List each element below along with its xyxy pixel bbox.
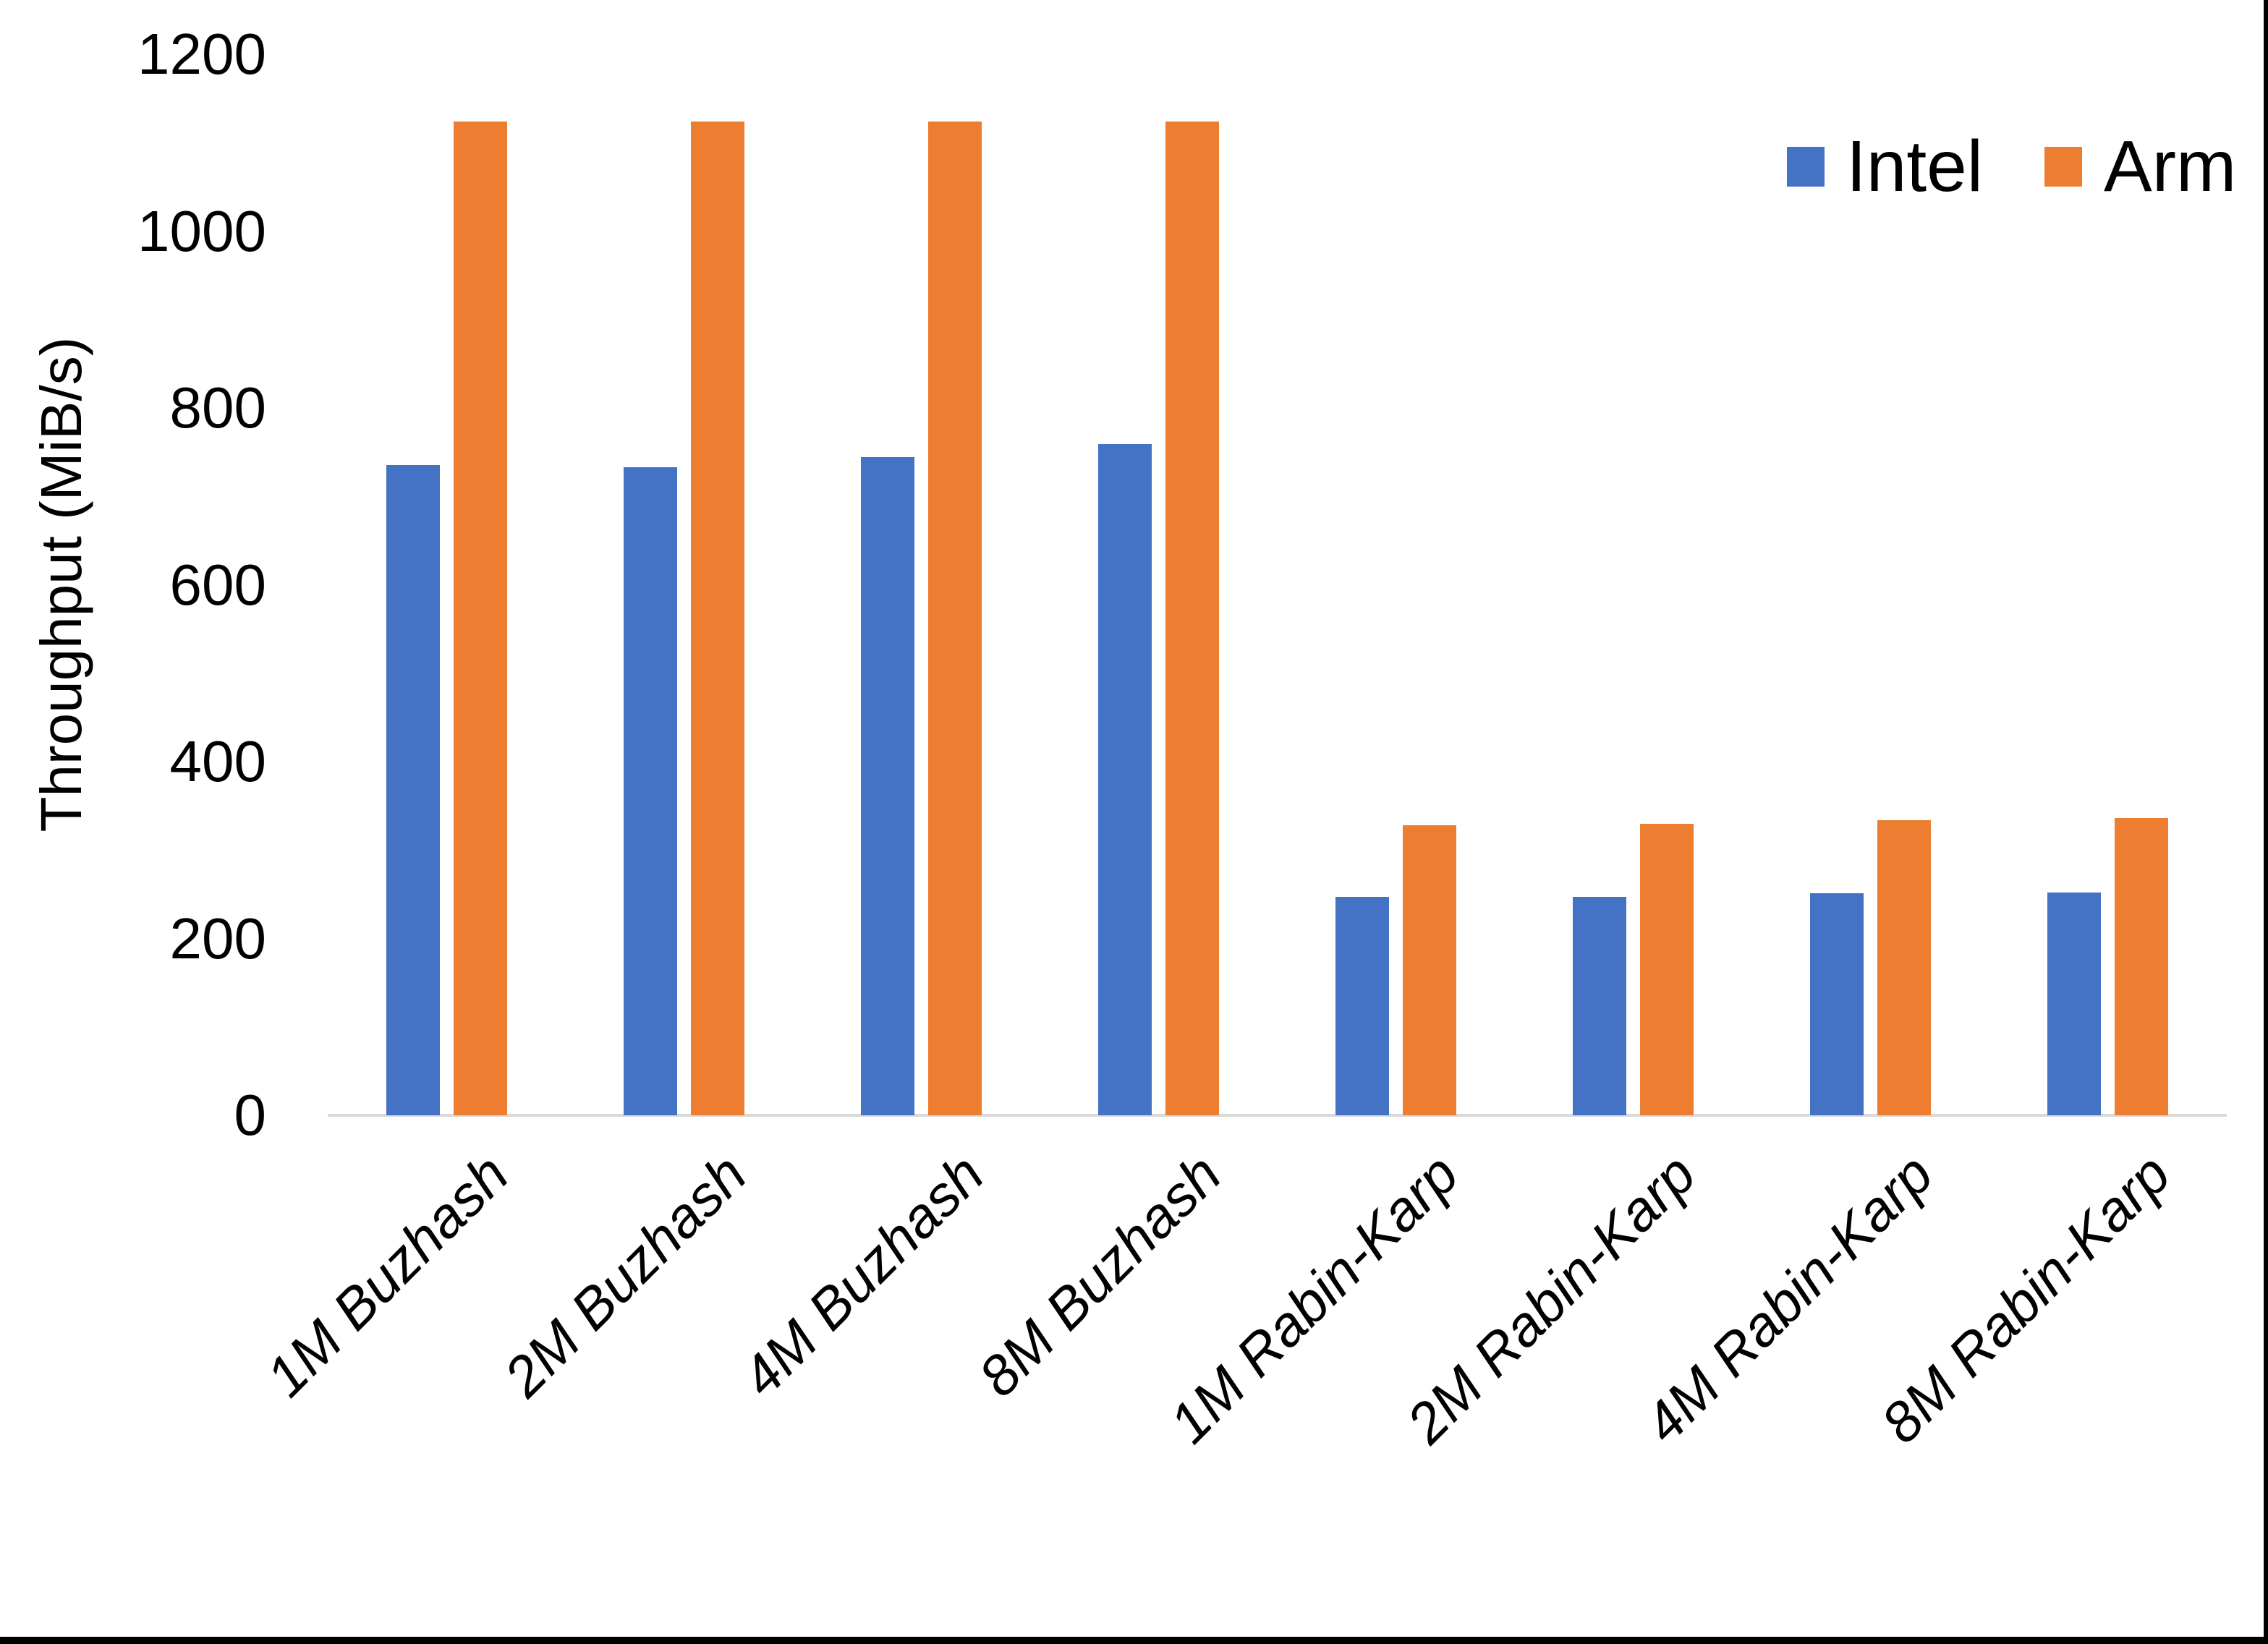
- legend-swatch-intel: [1787, 146, 1825, 187]
- legend-item-arm: Arm: [2044, 130, 2236, 203]
- bar-intel-1: [386, 465, 440, 1115]
- bar-intel-5: [1335, 897, 1390, 1115]
- y-tick-label: 800: [169, 375, 266, 440]
- bar-arm-6: [1640, 823, 1694, 1115]
- plot-area: [328, 54, 2227, 1115]
- y-tick-label: 400: [169, 729, 266, 793]
- y-tick-label: 1000: [137, 198, 266, 263]
- bar-arm-3: [927, 121, 982, 1115]
- bar-arm-2: [690, 121, 744, 1115]
- x-tick-label: 1M Buzhash: [254, 1141, 521, 1409]
- y-tick-label: 200: [169, 906, 266, 971]
- bar-intel-8: [2047, 892, 2102, 1115]
- y-tick-label: 600: [169, 552, 266, 617]
- bar-arm-5: [1403, 825, 1457, 1115]
- legend-swatch-arm: [2044, 146, 2083, 187]
- x-tick-label: 4M Buzhash: [729, 1141, 996, 1409]
- bar-arm-4: [1165, 121, 1219, 1115]
- bar-intel-4: [1097, 444, 1152, 1115]
- bar-arm-7: [1877, 819, 1932, 1115]
- legend-label: Intel: [1846, 126, 1984, 207]
- x-axis-line: [328, 1114, 2227, 1117]
- bar-intel-7: [1810, 893, 1864, 1115]
- x-tick-label: 8M Buzhash: [966, 1141, 1233, 1409]
- legend-item-intel: Intel: [1787, 130, 1983, 203]
- y-tick-label: 1200: [137, 22, 266, 86]
- bar-arm-8: [2115, 818, 2169, 1115]
- legend: Intel Arm: [1787, 130, 2236, 203]
- window-frame-bottom-edge: [0, 1637, 2268, 1644]
- bar-arm-1: [453, 121, 507, 1115]
- window-frame-right-edge: [2264, 0, 2268, 1644]
- bar-intel-2: [623, 467, 677, 1115]
- bar-intel-6: [1573, 897, 1627, 1115]
- x-tick-label: 2M Buzhash: [491, 1141, 759, 1409]
- bar-intel-3: [860, 457, 914, 1115]
- y-tick-label: 0: [234, 1083, 267, 1147]
- legend-label: Arm: [2104, 126, 2237, 207]
